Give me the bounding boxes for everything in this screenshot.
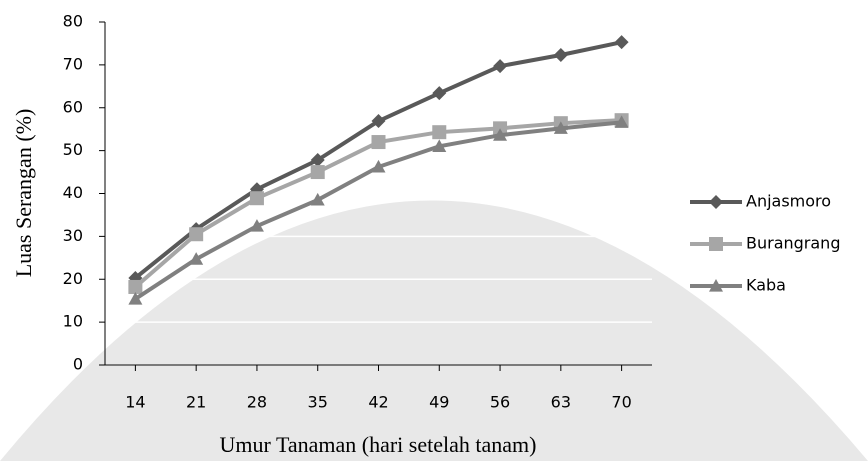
marker — [614, 115, 629, 128]
x-axis-label: Umur Tanaman (hari setelah tanam) — [220, 432, 537, 457]
marker — [249, 219, 264, 232]
marker — [614, 35, 629, 50]
marker — [371, 114, 386, 129]
x-tick-label: 63 — [551, 393, 571, 412]
watermark-arc — [0, 200, 868, 461]
marker — [553, 48, 568, 63]
legend-label: Kaba — [746, 276, 786, 295]
x-tick-label: 49 — [429, 393, 449, 412]
marker — [432, 125, 447, 140]
x-tick-label: 70 — [611, 393, 631, 412]
legend-label: Burangrang — [746, 234, 840, 253]
marker — [249, 191, 264, 206]
legend-label: Anjasmoro — [746, 192, 831, 211]
marker — [432, 139, 447, 152]
x-tick-label: 35 — [308, 393, 328, 412]
y-tick-label: 0 — [73, 355, 83, 374]
marker — [553, 121, 568, 134]
y-tick-label: 50 — [63, 140, 83, 159]
marker — [371, 135, 386, 150]
y-tick-label: 70 — [63, 54, 83, 73]
marker — [432, 86, 447, 101]
legend-marker — [709, 237, 723, 251]
marker — [371, 159, 386, 173]
x-tick-label: 28 — [247, 393, 267, 412]
y-axis-label: Luas Serangan (%) — [11, 109, 36, 278]
legend-marker — [709, 195, 723, 209]
y-tick-label: 30 — [63, 226, 83, 245]
marker — [128, 291, 143, 305]
y-tick-label: 10 — [63, 312, 83, 331]
y-tick-label: 60 — [63, 97, 83, 116]
x-tick-label: 21 — [186, 393, 206, 412]
legend-marker — [709, 279, 723, 292]
x-tick-label: 14 — [125, 393, 145, 412]
marker — [189, 227, 204, 242]
marker — [493, 59, 508, 74]
marker — [493, 128, 508, 141]
y-tick-label: 20 — [63, 269, 83, 288]
marker — [310, 165, 325, 180]
marker — [189, 252, 204, 265]
x-tick-label: 56 — [490, 393, 510, 412]
marker — [310, 153, 325, 168]
y-tick-label: 80 — [63, 12, 83, 31]
marker — [128, 279, 143, 294]
marker — [310, 192, 325, 206]
x-tick-label: 42 — [368, 393, 388, 412]
y-tick-label: 40 — [63, 183, 83, 202]
